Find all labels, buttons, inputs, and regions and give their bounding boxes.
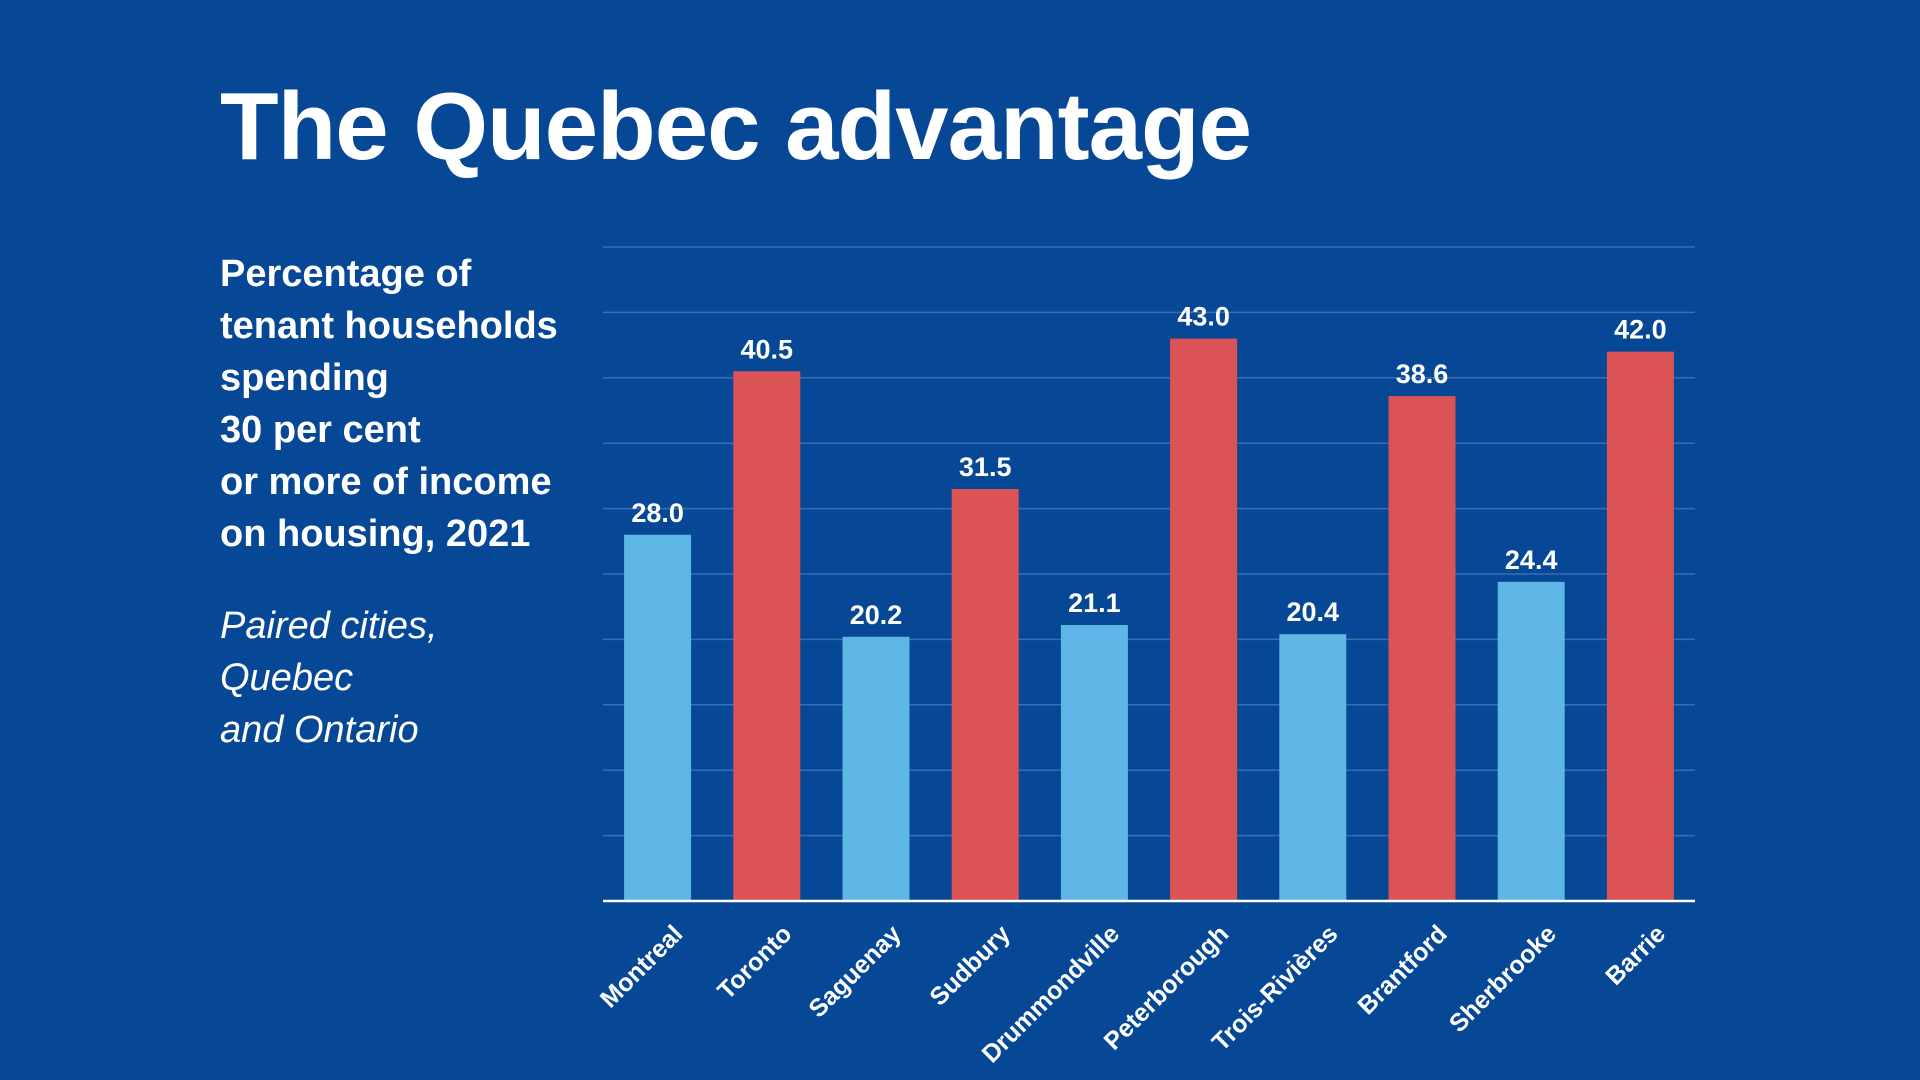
bar-toronto [733, 371, 801, 901]
bar-trois-rivi-res [1279, 634, 1347, 901]
note-line: and Ontario [220, 709, 419, 751]
data-label: 38.6 [1396, 359, 1449, 389]
bar-sherbrooke [1497, 581, 1565, 901]
subtitle-line: 30 per cent [220, 409, 421, 451]
subtitle-line: on housing, 2021 [220, 513, 531, 555]
data-label: 40.5 [741, 334, 794, 364]
bar-peterborough [1170, 338, 1238, 901]
subtitle-line: or more of income [220, 461, 552, 503]
data-label: 31.5 [959, 452, 1012, 482]
data-label: 20.4 [1287, 597, 1340, 627]
data-label: 21.1 [1068, 588, 1121, 618]
bar-montreal [624, 534, 692, 901]
note-line: Paired cities, [220, 605, 438, 647]
page-title: The Quebec advantage [220, 73, 1252, 180]
bar-brantford [1388, 396, 1456, 901]
bar-saguenay [842, 636, 910, 901]
bar-sudbury [951, 488, 1019, 901]
chart-note: Paired cities, Quebec and Ontario [220, 600, 620, 756]
x-tick-label: Sherbrooke [1444, 920, 1562, 1038]
x-tick-label: Barrie [1600, 920, 1671, 991]
data-label: 28.0 [631, 498, 684, 528]
bar-drummondville [1060, 625, 1128, 901]
x-tick-label: Sudbury [924, 920, 1016, 1012]
subtitle-line: spending [220, 357, 389, 399]
x-tick-label: Toronto [712, 920, 797, 1005]
x-tick-label: Brantford [1352, 920, 1452, 1020]
data-label: 20.2 [850, 600, 903, 630]
subtitle-line: tenant households [220, 305, 558, 347]
x-tick-label: Saguenay [803, 920, 906, 1023]
data-label: 43.0 [1177, 302, 1230, 332]
chart-subtitle: Percentage of tenant households spending… [220, 248, 620, 560]
data-label: 42.0 [1614, 315, 1667, 345]
subtitle-line: Percentage of [220, 253, 472, 295]
x-tick-label: Montreal [595, 920, 688, 1013]
note-line: Quebec [220, 657, 354, 699]
bar-barrie [1606, 351, 1674, 901]
data-label: 24.4 [1505, 545, 1558, 575]
